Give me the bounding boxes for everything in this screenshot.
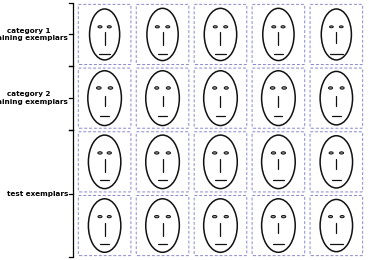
Ellipse shape	[213, 87, 217, 89]
Ellipse shape	[204, 135, 237, 188]
Ellipse shape	[339, 152, 344, 154]
Ellipse shape	[270, 87, 275, 89]
Ellipse shape	[147, 8, 178, 61]
Ellipse shape	[146, 199, 179, 252]
Ellipse shape	[262, 71, 295, 126]
Ellipse shape	[204, 199, 237, 252]
Ellipse shape	[204, 71, 237, 126]
Ellipse shape	[320, 136, 352, 188]
Ellipse shape	[108, 87, 113, 89]
Ellipse shape	[98, 152, 102, 154]
Ellipse shape	[271, 152, 276, 154]
Ellipse shape	[262, 199, 295, 252]
Ellipse shape	[321, 9, 351, 60]
Ellipse shape	[166, 26, 170, 28]
Ellipse shape	[213, 216, 217, 218]
Ellipse shape	[224, 87, 228, 89]
Ellipse shape	[329, 152, 333, 154]
Ellipse shape	[107, 152, 111, 154]
Ellipse shape	[90, 9, 120, 60]
Ellipse shape	[281, 152, 286, 154]
Text: test exemplars: test exemplars	[7, 191, 68, 197]
Ellipse shape	[166, 152, 170, 154]
Ellipse shape	[340, 87, 344, 89]
Ellipse shape	[155, 26, 159, 28]
Ellipse shape	[328, 87, 332, 89]
Ellipse shape	[262, 135, 295, 188]
Ellipse shape	[98, 216, 102, 218]
Ellipse shape	[88, 71, 121, 126]
Text: category 2
training exemplars: category 2 training exemplars	[0, 92, 68, 105]
Ellipse shape	[282, 216, 286, 218]
Text: category 1
training exemplars: category 1 training exemplars	[0, 28, 68, 41]
Ellipse shape	[224, 26, 228, 28]
Ellipse shape	[98, 26, 102, 28]
Ellipse shape	[213, 26, 217, 28]
Ellipse shape	[339, 26, 343, 28]
Ellipse shape	[271, 216, 275, 218]
Ellipse shape	[89, 135, 121, 188]
Ellipse shape	[204, 8, 237, 61]
Ellipse shape	[320, 199, 352, 252]
Ellipse shape	[281, 26, 285, 28]
Ellipse shape	[97, 87, 101, 89]
Ellipse shape	[166, 87, 170, 89]
Ellipse shape	[328, 216, 332, 218]
Ellipse shape	[272, 26, 276, 28]
Ellipse shape	[224, 152, 228, 154]
Ellipse shape	[146, 135, 179, 188]
Ellipse shape	[320, 72, 352, 125]
Ellipse shape	[107, 216, 111, 218]
Ellipse shape	[155, 87, 159, 89]
Ellipse shape	[146, 71, 179, 126]
Ellipse shape	[155, 152, 159, 154]
Ellipse shape	[263, 8, 294, 61]
Ellipse shape	[340, 216, 344, 218]
Ellipse shape	[224, 216, 228, 218]
Ellipse shape	[282, 87, 286, 89]
Ellipse shape	[213, 152, 217, 154]
Ellipse shape	[330, 26, 333, 28]
Ellipse shape	[155, 216, 159, 218]
Ellipse shape	[166, 216, 170, 218]
Ellipse shape	[107, 26, 111, 28]
Ellipse shape	[89, 199, 121, 252]
